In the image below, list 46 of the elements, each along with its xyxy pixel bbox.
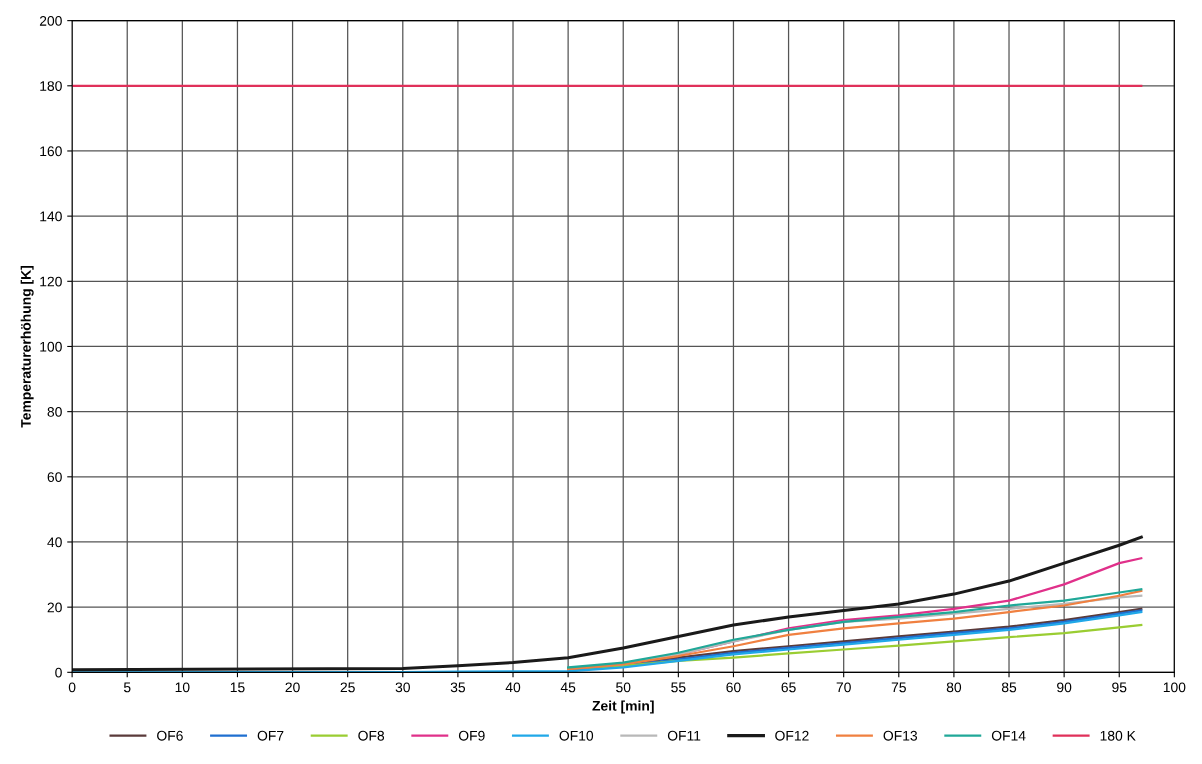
x-tick-label: 95 <box>1112 682 1127 693</box>
line-series <box>72 610 1143 673</box>
legend-label: OF11 <box>667 730 701 741</box>
x-tick-label: 15 <box>230 682 245 693</box>
x-axis-title: Zeit [min] <box>592 700 654 714</box>
y-tick-label: 200 <box>39 15 62 26</box>
legend-label: 180 K <box>1100 730 1136 741</box>
legend-label: OF7 <box>257 730 284 741</box>
legend-label: OF14 <box>991 730 1026 741</box>
x-tick-label: 65 <box>781 682 796 693</box>
legend-label: OF9 <box>458 730 485 741</box>
y-tick-label: 160 <box>40 146 62 157</box>
y-tick-label: 100 <box>40 341 62 352</box>
x-tick-label: 20 <box>285 682 300 693</box>
legend-label: OF10 <box>559 730 594 741</box>
y-tick-label: 80 <box>47 406 62 417</box>
x-tick-label: 40 <box>505 682 521 693</box>
y-tick-label: 20 <box>47 602 62 613</box>
x-tick-label: 10 <box>175 682 190 693</box>
legend-label: OF12 <box>775 730 809 741</box>
x-tick-label: 70 <box>836 682 851 693</box>
x-tick-label: 0 <box>68 682 76 693</box>
x-tick-label: 85 <box>1001 682 1017 693</box>
x-tick-label: 75 <box>891 682 906 693</box>
line-series <box>72 535 1143 672</box>
legend-label: OF6 <box>157 730 183 741</box>
y-tick-label: 40 <box>47 537 62 548</box>
y-tick-label: 140 <box>40 211 62 222</box>
x-tick-label: 45 <box>560 682 576 693</box>
x-tick-label: 80 <box>946 682 962 693</box>
x-tick-label: 25 <box>340 682 355 693</box>
x-tick-label: 100 <box>1163 682 1186 693</box>
y-tick-label: 60 <box>47 472 62 482</box>
x-tick-label: 90 <box>1057 682 1072 693</box>
y-axis-title: Temperaturerhöhung [K] <box>20 265 34 428</box>
y-tick-label: 120 <box>40 276 62 287</box>
x-tick-label: 55 <box>671 682 686 693</box>
y-tick-label: 0 <box>55 667 62 678</box>
legend-label: OF8 <box>358 730 385 741</box>
x-tick-label: 35 <box>450 682 466 693</box>
legend-label: OF13 <box>883 730 918 741</box>
x-tick-label: 5 <box>123 682 131 693</box>
x-tick-label: 30 <box>395 682 410 693</box>
x-tick-label: 50 <box>616 682 631 693</box>
y-tick-label: 180 <box>40 81 62 91</box>
x-tick-label: 60 <box>726 682 741 693</box>
